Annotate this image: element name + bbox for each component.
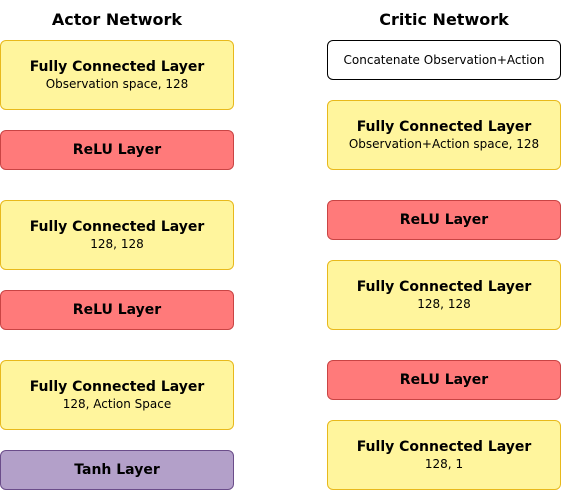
layer-detail: Observation space, 128 — [45, 76, 189, 91]
actor-relu-layer-2: ReLU Layer — [0, 290, 234, 330]
critic-network-title: Critic Network — [379, 10, 509, 29]
critic-relu-layer-2: ReLU Layer — [327, 360, 561, 400]
layer-name: Fully Connected Layer — [29, 378, 205, 395]
layer-name: ReLU Layer — [72, 301, 162, 318]
actor-fc-layer-1: Fully Connected Layer Observation space,… — [0, 40, 234, 110]
actor-fc-layer-2: Fully Connected Layer 128, 128 — [0, 200, 234, 270]
layer-name: ReLU Layer — [399, 211, 489, 228]
critic-fc-layer-1: Fully Connected Layer Observation+Action… — [327, 100, 561, 170]
layer-name: Fully Connected Layer — [356, 438, 532, 455]
concat-label: Concatenate Observation+Action — [343, 52, 545, 67]
actor-fc-layer-3: Fully Connected Layer 128, Action Space — [0, 360, 234, 430]
layer-name: Fully Connected Layer — [356, 278, 532, 295]
critic-relu-layer-1: ReLU Layer — [327, 200, 561, 240]
layer-name: Tanh Layer — [74, 461, 160, 478]
actor-tanh-layer: Tanh Layer — [0, 450, 234, 490]
layer-detail: 128, 128 — [417, 296, 471, 311]
critic-concat-block: Concatenate Observation+Action — [327, 40, 561, 80]
layer-name: Fully Connected Layer — [29, 218, 205, 235]
layer-detail: 128, 1 — [424, 456, 464, 471]
critic-fc-layer-3: Fully Connected Layer 128, 1 — [327, 420, 561, 490]
layer-detail: 128, Action Space — [62, 396, 172, 411]
layer-detail: 128, 128 — [90, 236, 144, 251]
layer-name: ReLU Layer — [399, 371, 489, 388]
critic-fc-layer-2: Fully Connected Layer 128, 128 — [327, 260, 561, 330]
layer-name: ReLU Layer — [72, 141, 162, 158]
actor-relu-layer-1: ReLU Layer — [0, 130, 234, 170]
actor-network-title: Actor Network — [51, 10, 183, 29]
layer-detail: Observation+Action space, 128 — [348, 136, 540, 151]
layer-name: Fully Connected Layer — [29, 58, 205, 75]
layer-name: Fully Connected Layer — [356, 118, 532, 135]
